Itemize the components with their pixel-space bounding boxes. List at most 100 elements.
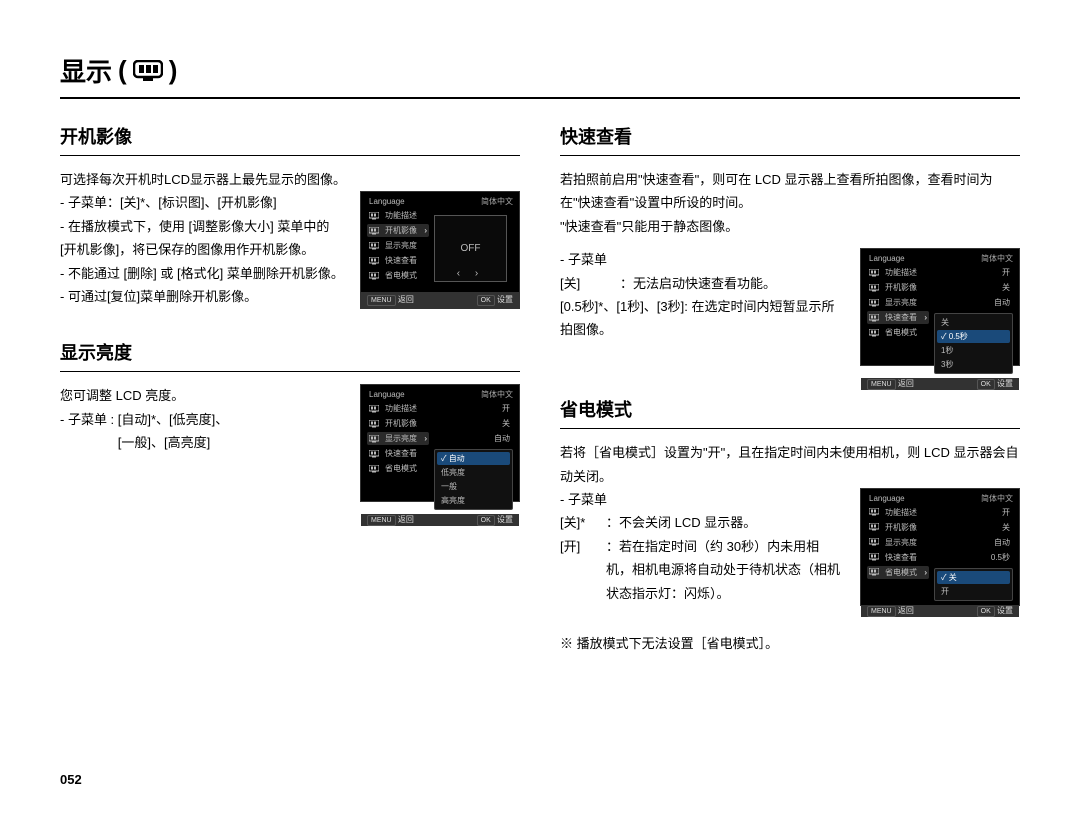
content-columns: 开机影像 可选择每次开机时LCD显示器上最先显示的图像。 - 子菜单：[关]*、… [60,123,1020,655]
section-title-powersave: 省电模式 [560,396,1020,429]
lcd-menu-list: Language功能描述开机影像显示亮度快速查看省电模式› [861,489,931,605]
check-icon: ✓ [941,332,949,341]
chevron-right-icon: › [924,568,927,577]
lcd-menu-item: 功能描述 [367,209,429,222]
lcd-menu-label: 快速查看 [385,255,417,266]
lcd-body: Language功能描述开机影像显示亮度快速查看›省电模式简体中文开关自动关✓ … [861,249,1019,378]
lcd-side-value: 自动 [434,432,513,445]
lcd-footer: MENU 返回OK 设置 [861,605,1019,617]
lcd-preview-label: OFF [461,243,481,254]
monitor-icon [369,420,379,428]
monitor-icon [369,272,379,280]
lcd-menu-item: 省电模式 [367,462,429,475]
section-brightness: 显示亮度 您可调整 LCD 亮度。 - 子菜单 : [自动]*、[低亮度]、 [… [60,339,520,502]
lcd-menu-list: Language功能描述开机影像显示亮度快速查看›省电模式 [861,249,931,378]
lcd-body: Language功能描述开机影像显示亮度快速查看省电模式›简体中文开关自动0.5… [861,489,1019,605]
page-title-text: 显示 [60,52,112,89]
monitor-icon [369,405,379,413]
monitor-icon [369,435,379,443]
startup-intro: 可选择每次开机时LCD显示器上最先显示的图像。 [60,168,520,191]
lcd-menu-item: 快速查看 [367,447,429,460]
lcd-side-value: 关 [934,281,1013,294]
lcd-side-value: 开 [934,506,1013,519]
chevron-right-icon: › [424,226,427,235]
section-quickview: 快速查看 若拍照前启用"快速查看"，则可在 LCD 显示器上查看所拍图像，查看时… [560,123,1020,366]
lcd-footer-back: MENU 返回 [867,605,914,617]
section-title-quickview: 快速查看 [560,123,1020,156]
lcd-menu-item: 快速查看 [867,551,929,564]
lcd-side-panel: 简体中文OFF‹ › [431,192,519,292]
page-number: 052 [60,772,82,787]
lcd-lang-value: 简体中文 [434,389,513,400]
lcd-menu-label: 开机影像 [885,282,917,293]
lcd-option: 一般 [437,480,510,493]
page-title-paren-close: ) [169,55,178,86]
lcd-lang-value: 简体中文 [934,253,1013,264]
qv-row0-text: ：无法启动快速查看功能。 [620,272,844,295]
lcd-option: 1秒 [937,344,1010,357]
lcd-side-value: 自动 [934,296,1013,309]
ok-key-icon: OK [477,295,495,306]
monitor-icon [369,227,379,235]
lcd-body: Language功能描述开机影像›显示亮度快速查看省电模式简体中文OFF‹ › [361,192,519,292]
lcd-lang-value: 简体中文 [934,493,1013,504]
ps-row1-key: [开] [560,535,606,605]
monitor-icon [869,329,879,337]
lcd-side-value: 关 [934,521,1013,534]
left-column: 开机影像 可选择每次开机时LCD显示器上最先显示的图像。 - 子菜单：[关]*、… [60,123,520,655]
chevron-right-icon: › [924,313,927,322]
lcd-option: 3秒 [937,358,1010,371]
lcd-menu-label: Language [369,390,405,399]
lcd-side-value: 开 [434,402,513,415]
menu-key-icon: MENU [867,606,896,617]
monitor-icon [369,212,379,220]
lcd-menu-item: 快速查看 [367,254,429,267]
powersave-sublabel: - 子菜单 [560,488,844,511]
lcd-menu-item: 功能描述 [367,402,429,415]
quickview-sublabel: - 子菜单 [560,248,844,271]
lcd-menu-label: 显示亮度 [885,297,917,308]
lcd-menu-item: Language [867,253,929,264]
startup-bullets: - 子菜单：[关]*、[标识图]、[开机影像] - 在播放模式下，使用 [调整影… [60,191,344,308]
lcd-option-popup: 关✓ 0.5秒1秒3秒 [934,313,1013,374]
monitor-icon [369,257,379,265]
lcd-powersave: Language功能描述开机影像显示亮度快速查看省电模式›简体中文开关自动0.5… [860,488,1020,606]
lcd-arrows-icon: ‹ › [457,268,484,279]
page-title-paren-open: ( [118,55,127,86]
lcd-preview-box: OFF ‹ › [434,215,507,282]
lcd-menu-label: Language [869,254,905,263]
powersave-intro: 若将［省电模式］设置为"开"，且在指定时间内未使用相机，则 LCD 显示器会自动… [560,441,1020,488]
lcd-menu-item: 显示亮度 [367,239,429,252]
lcd-menu-label: 快速查看 [385,448,417,459]
lcd-option: 开 [937,585,1010,598]
ok-key-icon: OK [477,515,495,526]
lcd-menu-label: 开机影像 [385,225,417,236]
lcd-startup: Language功能描述开机影像›显示亮度快速查看省电模式简体中文OFF‹ ›M… [360,191,520,309]
lcd-menu-item: 功能描述 [867,506,929,519]
lcd-menu-label: 功能描述 [885,507,917,518]
lcd-menu-list: Language 功能描述开机影像 › 显示亮度快速查看省电模式 [361,192,431,292]
monitor-icon [869,284,879,292]
right-column: 快速查看 若拍照前启用"快速查看"，则可在 LCD 显示器上查看所拍图像，查看时… [560,123,1020,655]
lcd-menu-item: 省电模式 [867,326,929,339]
menu-key-icon: MENU [367,515,396,526]
ok-key-icon: OK [977,606,995,617]
chevron-right-icon: › [424,434,427,443]
lcd-footer: MENU 返回OK 设置 [361,514,519,526]
ps-row0-text: ：不会关闭 LCD 显示器。 [606,511,844,534]
lcd-menu-item: 省电模式 [367,269,429,282]
monitor-icon [869,314,879,322]
lcd-footer-back: MENU 返回 [867,378,914,390]
lcd-menu-label: 开机影像 [385,418,417,429]
startup-bullet-2: - 不能通过 [删除] 或 [格式化] 菜单删除开机影像。 [60,262,344,285]
lcd-side-panel: 简体中文开关自动✓ 自动低亮度一般高亮度 [431,385,519,514]
lcd-option-popup: ✓ 关开 [934,568,1013,601]
lcd-menu-item: Language [367,196,429,207]
lcd-menu-list: Language功能描述开机影像显示亮度›快速查看省电模式 [361,385,431,514]
lcd-option: 低亮度 [437,466,510,479]
section-title-startup: 开机影像 [60,123,520,156]
display-icon [133,60,163,82]
brightness-intro: 您可调整 LCD 亮度。 [60,384,344,407]
monitor-icon [869,568,879,576]
lcd-side-value: 0.5秒 [934,551,1013,564]
